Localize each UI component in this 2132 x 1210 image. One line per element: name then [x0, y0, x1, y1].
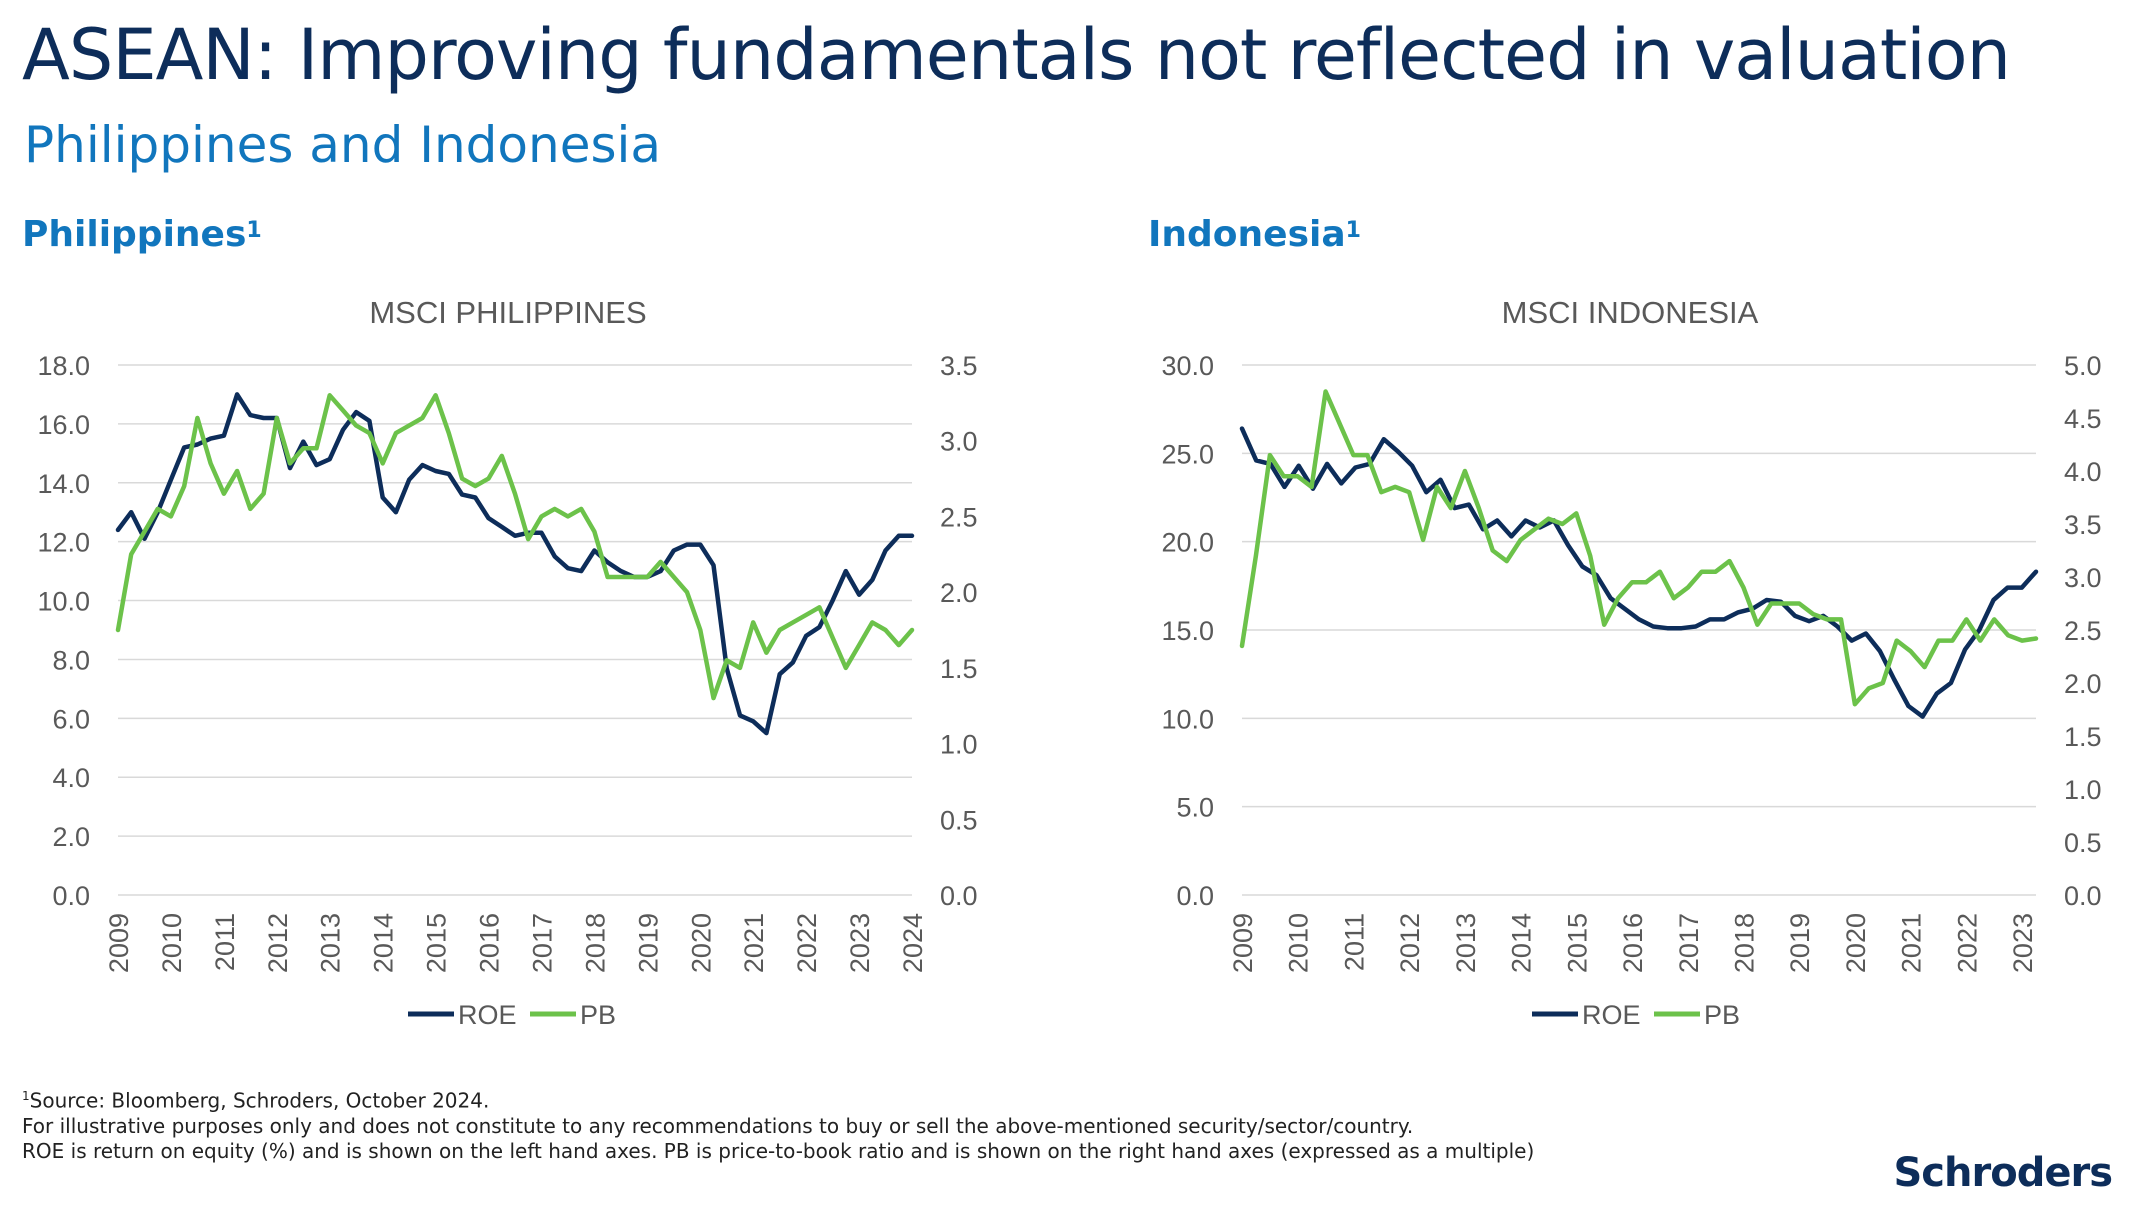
- section-heading-indonesia: Indonesia1: [1148, 214, 1361, 255]
- x-tick-label: 2016: [1618, 913, 1648, 973]
- x-tick-label: 2022: [1952, 913, 1982, 973]
- y-right-tick-label: 1.0: [2064, 775, 2102, 805]
- y-left-tick-label: 12.0: [37, 528, 90, 558]
- series-line-roe: [115, 392, 915, 736]
- legend-label-roe: ROE: [1582, 1000, 1641, 1030]
- y-left-tick-label: 8.0: [52, 645, 90, 675]
- y-left-tick-label: 18.0: [37, 351, 90, 381]
- x-tick-label: 2021: [739, 913, 769, 973]
- x-tick-label: 2009: [104, 913, 134, 973]
- footnotes: 1Source: Bloomberg, Schroders, October 2…: [22, 1084, 1534, 1164]
- series-line-roe: [1239, 426, 2039, 719]
- x-tick-label: 2019: [633, 913, 663, 973]
- y-right-tick-label: 5.0: [2064, 351, 2102, 381]
- footnote-source: 1Source: Bloomberg, Schroders, October 2…: [22, 1088, 490, 1113]
- footnote-definitions: ROE is return on equity (%) and is shown…: [22, 1138, 1535, 1163]
- chart-title: MSCI PHILIPPINES: [369, 295, 646, 330]
- y-right-tick-label: 3.5: [2064, 510, 2102, 540]
- y-left-tick-label: 25.0: [1161, 439, 1214, 469]
- y-left-tick-label: 20.0: [1161, 528, 1214, 558]
- y-right-tick-label: 3.5: [940, 351, 978, 381]
- legend-label-pb: PB: [1704, 1000, 1740, 1030]
- x-tick-label: 2012: [263, 913, 293, 973]
- x-tick-label: 2017: [1674, 913, 1704, 973]
- x-tick-label: 2010: [1284, 913, 1314, 973]
- y-right-tick-label: 1.5: [940, 654, 978, 684]
- y-left-tick-label: 30.0: [1161, 351, 1214, 381]
- y-right-tick-label: 3.0: [2064, 563, 2102, 593]
- x-tick-label: 2024: [898, 913, 928, 973]
- x-tick-label: 2014: [369, 913, 399, 973]
- legend-label-roe: ROE: [458, 1000, 517, 1030]
- x-tick-label: 2011: [210, 913, 240, 971]
- y-left-tick-label: 0.0: [1176, 881, 1214, 911]
- x-tick-label: 2022: [792, 913, 822, 973]
- y-left-tick-label: 4.0: [52, 763, 90, 793]
- section-heading-philippines: Philippines1: [22, 214, 262, 255]
- x-tick-label: 2013: [1451, 913, 1481, 973]
- y-right-tick-label: 2.0: [2064, 669, 2102, 699]
- y-left-tick-label: 16.0: [37, 410, 90, 440]
- y-right-tick-label: 2.5: [2064, 616, 2102, 646]
- x-tick-label: 2015: [422, 913, 452, 973]
- x-tick-label: 2013: [316, 913, 346, 973]
- y-right-tick-label: 4.0: [2064, 457, 2102, 487]
- y-right-tick-label: 1.5: [2064, 722, 2102, 752]
- y-left-tick-label: 10.0: [1161, 704, 1214, 734]
- y-left-tick-label: 10.0: [37, 587, 90, 617]
- x-tick-label: 2020: [686, 913, 716, 973]
- series-line-pb: [1239, 389, 2039, 707]
- x-tick-label: 2018: [580, 913, 610, 973]
- y-right-tick-label: 3.0: [940, 427, 978, 457]
- schroders-logo: Schroders: [1893, 1150, 2113, 1196]
- x-tick-label: 2014: [1507, 913, 1537, 973]
- y-left-tick-label: 15.0: [1161, 616, 1214, 646]
- x-tick-label: 2023: [2008, 913, 2038, 973]
- y-right-tick-label: 0.5: [940, 805, 978, 835]
- y-right-tick-label: 4.5: [2064, 404, 2102, 434]
- y-left-tick-label: 0.0: [52, 881, 90, 911]
- x-tick-label: 2021: [1897, 913, 1927, 973]
- x-tick-label: 2017: [527, 913, 557, 973]
- x-tick-label: 2009: [1228, 913, 1258, 973]
- chart-title: MSCI INDONESIA: [1502, 295, 1759, 330]
- y-left-tick-label: 14.0: [37, 469, 90, 499]
- y-left-tick-label: 6.0: [52, 704, 90, 734]
- y-right-tick-label: 0.0: [940, 881, 978, 911]
- x-tick-label: 2018: [1729, 913, 1759, 973]
- y-left-tick-label: 2.0: [52, 822, 90, 852]
- legend-label-pb: PB: [580, 1000, 616, 1030]
- y-right-tick-label: 0.5: [2064, 828, 2102, 858]
- y-right-tick-label: 2.5: [940, 502, 978, 532]
- x-tick-label: 2012: [1395, 913, 1425, 973]
- x-tick-label: 2010: [157, 913, 187, 973]
- footnote-disclaimer: For illustrative purposes only and does …: [22, 1113, 1414, 1138]
- y-right-tick-label: 2.0: [940, 578, 978, 608]
- x-tick-label: 2023: [845, 913, 875, 973]
- y-right-tick-label: 0.0: [2064, 881, 2102, 911]
- series-line-pb: [115, 393, 915, 701]
- y-left-tick-label: 5.0: [1176, 793, 1214, 823]
- y-right-tick-label: 1.0: [940, 730, 978, 760]
- x-tick-label: 2020: [1841, 913, 1871, 973]
- x-tick-label: 2015: [1562, 913, 1592, 973]
- page-subtitle: Philippines and Indonesia: [24, 116, 662, 174]
- x-tick-label: 2016: [475, 913, 505, 973]
- page-title: ASEAN: Improving fundamentals not reflec…: [22, 14, 2011, 96]
- x-tick-label: 2019: [1785, 913, 1815, 973]
- x-tick-label: 2011: [1339, 913, 1369, 971]
